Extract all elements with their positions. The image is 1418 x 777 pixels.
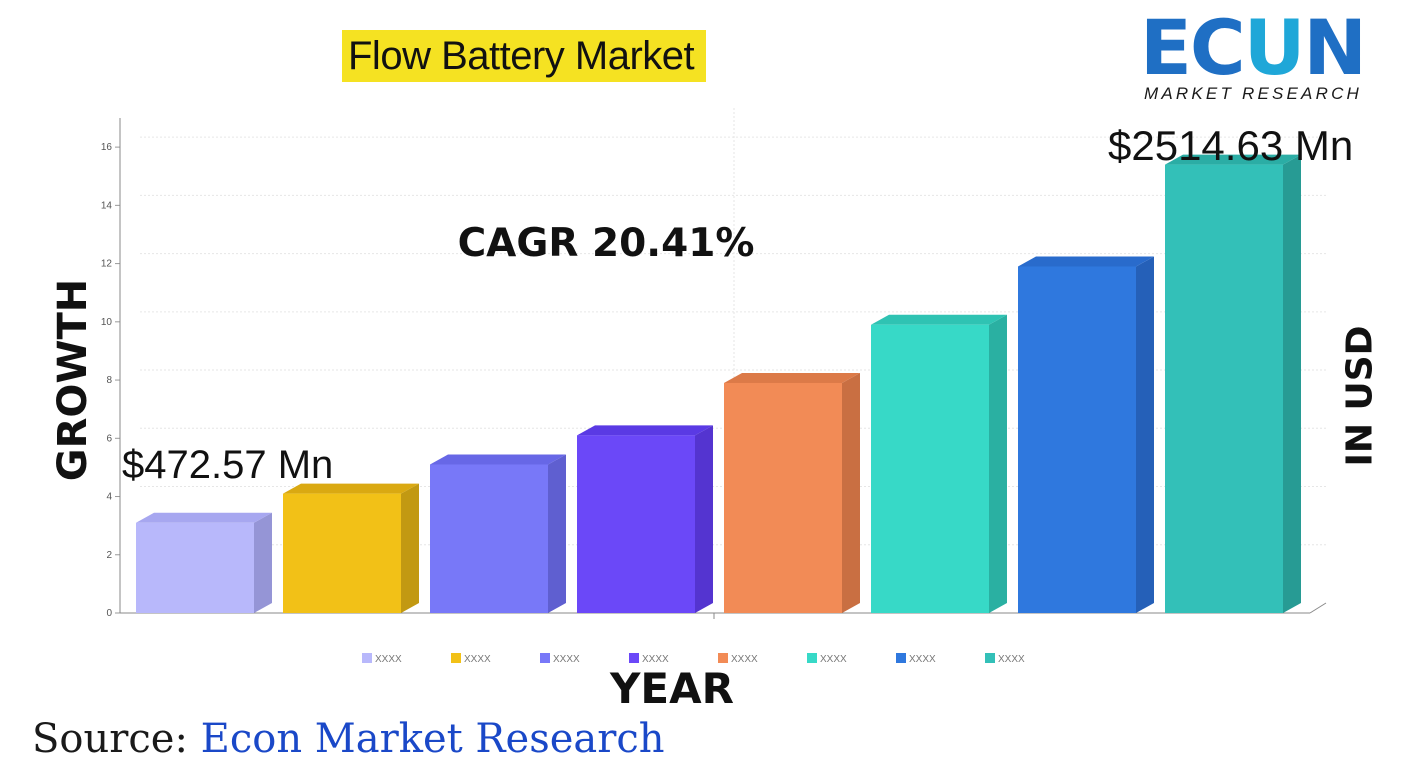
legend-label: XXXX bbox=[553, 654, 580, 665]
legend-item: XXXX bbox=[807, 653, 847, 665]
legend-swatch bbox=[629, 653, 639, 663]
legend-item: XXXX bbox=[451, 653, 491, 665]
bar-front bbox=[136, 522, 254, 613]
y-tick-label: 0 bbox=[106, 608, 112, 619]
bar-side bbox=[401, 483, 419, 613]
y-tick-label: 10 bbox=[101, 317, 113, 328]
bar-side bbox=[548, 454, 566, 613]
bar bbox=[283, 483, 419, 613]
legend-item: XXXX bbox=[718, 653, 758, 665]
y-axis-unit-label: IN USD bbox=[1339, 325, 1381, 467]
source-note: Source: Econ Market Research bbox=[32, 716, 665, 762]
y-tick-label: 16 bbox=[101, 142, 113, 153]
cagr-annotation: CAGR 20.41% bbox=[458, 221, 755, 266]
bar-side bbox=[1136, 256, 1154, 613]
legend-label: XXXX bbox=[642, 654, 669, 665]
source-value: Econ Market Research bbox=[200, 716, 665, 762]
bar-side bbox=[1283, 154, 1301, 613]
logo-subtitle: MARKET RESEARCH bbox=[1144, 84, 1363, 103]
bar bbox=[136, 512, 272, 613]
legend-label: XXXX bbox=[375, 654, 402, 665]
legend-swatch bbox=[985, 653, 995, 663]
y-axis-label: GROWTH bbox=[50, 278, 96, 482]
legend-label: XXXX bbox=[820, 654, 847, 665]
bar-top bbox=[1018, 256, 1154, 267]
legend-item: XXXX bbox=[896, 653, 936, 665]
legend-swatch bbox=[451, 653, 461, 663]
legend-item: XXXX bbox=[985, 653, 1025, 665]
bar bbox=[1018, 256, 1154, 613]
end-value-label: $2514.63 Mn bbox=[1108, 122, 1353, 169]
bar-front bbox=[577, 435, 695, 613]
y-tick-label: 14 bbox=[101, 200, 113, 211]
start-value-label: $472.57 Mn bbox=[122, 443, 333, 487]
bar-front bbox=[283, 493, 401, 613]
source-label: Source: bbox=[32, 716, 188, 762]
x-axis-depth-line bbox=[1309, 602, 1327, 614]
legend-swatch bbox=[362, 653, 372, 663]
bar-top bbox=[724, 372, 860, 383]
logo-wordmark: ECUN bbox=[1140, 3, 1367, 92]
bar-top bbox=[577, 425, 713, 436]
bar bbox=[724, 372, 860, 613]
bar-top bbox=[1165, 154, 1301, 165]
bar-top bbox=[871, 314, 1007, 325]
legend-swatch bbox=[718, 653, 728, 663]
y-tick-label: 4 bbox=[106, 492, 112, 503]
bar-front bbox=[1165, 164, 1283, 613]
legend-item: XXXX bbox=[540, 653, 580, 665]
legend-swatch bbox=[807, 653, 817, 663]
bar-side bbox=[695, 425, 713, 613]
econ-logo: ECUN MARKET RESEARCH bbox=[1140, 8, 1402, 104]
bar-top bbox=[283, 483, 419, 494]
x-axis-label: YEAR bbox=[610, 664, 734, 713]
bar-side bbox=[989, 314, 1007, 613]
bar bbox=[430, 454, 566, 613]
bar-top bbox=[136, 512, 272, 523]
bar bbox=[577, 425, 713, 613]
y-tick-label: 12 bbox=[101, 259, 113, 270]
bar bbox=[871, 314, 1007, 613]
legend-label: XXXX bbox=[909, 654, 936, 665]
chart-title: Flow Battery Market bbox=[342, 30, 707, 82]
legend-label: XXXX bbox=[464, 654, 491, 665]
bar-side bbox=[842, 372, 860, 613]
legend-swatch bbox=[540, 653, 550, 663]
legend-item: XXXX bbox=[629, 653, 669, 665]
bar-front bbox=[871, 324, 989, 613]
bar-front bbox=[430, 464, 548, 613]
y-tick-label: 8 bbox=[106, 375, 112, 386]
bar bbox=[1165, 154, 1301, 613]
legend-label: XXXX bbox=[998, 654, 1025, 665]
legend-label: XXXX bbox=[731, 654, 758, 665]
legend-swatch bbox=[896, 653, 906, 663]
y-tick-label: 6 bbox=[106, 433, 112, 444]
bar-front bbox=[1018, 266, 1136, 613]
bar-top bbox=[430, 454, 566, 465]
bar-side bbox=[254, 512, 272, 613]
y-tick-label: 2 bbox=[106, 550, 112, 561]
bar-front bbox=[724, 382, 842, 613]
legend-item: XXXX bbox=[362, 653, 402, 665]
